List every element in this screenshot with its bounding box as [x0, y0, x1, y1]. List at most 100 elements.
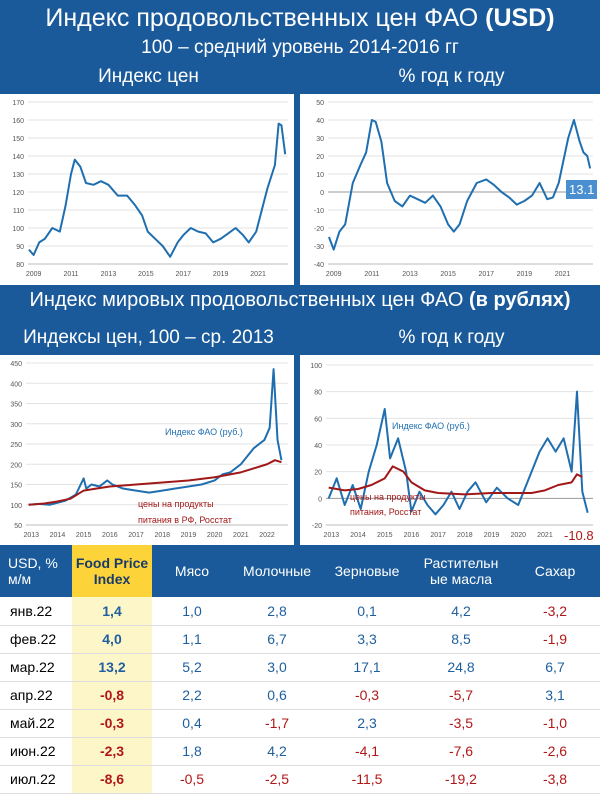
chart-annotation: питания, Росстат	[350, 507, 421, 517]
value-cell: -3,8	[510, 765, 600, 793]
x-tick-label: 2011	[364, 271, 379, 278]
x-tick-label: 2009	[326, 271, 342, 278]
y-tick-label: 150	[10, 483, 22, 490]
value-cell: -1,9	[510, 625, 600, 653]
x-tick-label: 2011	[63, 271, 78, 278]
y-tick-label: 20	[316, 154, 324, 161]
value-cell: -2,5	[232, 765, 322, 793]
x-tick-label: 2017	[175, 271, 191, 278]
x-tick-label: 2021	[250, 271, 266, 278]
x-tick-label: 2018	[154, 532, 170, 539]
value-cell: 2,8	[232, 597, 322, 625]
value-cell: -8,6	[72, 765, 152, 793]
y-tick-label: -10	[314, 208, 324, 215]
section2-title: Индекс мировых продовольственных цен ФАО…	[0, 289, 600, 312]
y-tick-label: 110	[13, 208, 24, 215]
y-tick-label: 50	[316, 100, 324, 107]
x-tick-label: 2013	[324, 532, 340, 539]
panel2-title: % год к году	[303, 66, 600, 88]
x-tick-label: 2016	[102, 532, 118, 539]
value-cell: -0,8	[72, 681, 152, 709]
value-cell: 8,5	[412, 625, 510, 653]
x-tick-label: 2019	[213, 271, 229, 278]
month-cell: фев.22	[0, 625, 72, 653]
y-tick-label: 300	[10, 422, 22, 429]
main-title: Индекс продовольственных цен ФАО (USD)	[0, 4, 600, 33]
value-cell: -3,2	[510, 597, 600, 625]
table-header-cell: Мясо	[152, 545, 232, 597]
value-cell: 4,2	[412, 597, 510, 625]
month-cell: май.22	[0, 709, 72, 737]
month-cell: янв.22	[0, 597, 72, 625]
y-tick-label: 140	[12, 154, 24, 161]
value-cell: 5,2	[152, 653, 232, 681]
value-cell: 2,2	[152, 681, 232, 709]
y-tick-label: 0	[318, 496, 322, 503]
y-tick-label: 80	[314, 390, 322, 397]
x-tick-label: 2019	[484, 532, 500, 539]
value-cell: -1,0	[510, 709, 600, 737]
x-tick-label: 2013	[23, 532, 39, 539]
value-cell: 3,1	[510, 681, 600, 709]
value-cell: 4,2	[232, 737, 322, 765]
value-cell: 13,2	[72, 653, 152, 681]
series-line-0	[29, 124, 285, 257]
x-tick-label: 2018	[457, 532, 473, 539]
y-tick-label: -20	[312, 523, 322, 530]
chart-annotation: Индекс ФАО (руб.)	[165, 427, 243, 437]
month-cell: апр.22	[0, 681, 72, 709]
x-tick-label: 2015	[138, 271, 154, 278]
chart-annotation: Индекс ФАО (руб.)	[392, 421, 470, 431]
value-cell: 1,1	[152, 625, 232, 653]
value-cell: -4,1	[322, 737, 412, 765]
value-cell: 24,8	[412, 653, 510, 681]
x-tick-label: 2021	[537, 532, 553, 539]
x-tick-label: 2014	[50, 532, 66, 539]
x-tick-label: 2017	[478, 271, 494, 278]
month-cell: июл.22	[0, 765, 72, 793]
value-cell: -2,3	[72, 737, 152, 765]
x-tick-label: 2017	[128, 532, 144, 539]
x-tick-label: 2020	[510, 532, 526, 539]
value-cell: -5,7	[412, 681, 510, 709]
y-tick-label: -30	[314, 244, 324, 251]
value-cell: -7,6	[412, 737, 510, 765]
y-tick-label: 120	[12, 190, 24, 197]
x-tick-label: 2017	[430, 532, 446, 539]
x-tick-label: 2022	[259, 532, 275, 539]
panel3-title: Индексы цен, 100 – ср. 2013	[0, 327, 297, 349]
value-cell: 17,1	[322, 653, 412, 681]
x-tick-label: 2020	[207, 532, 223, 539]
value-cell: -19,2	[412, 765, 510, 793]
table-header-cell: Молочные	[232, 545, 322, 597]
y-tick-label: 100	[10, 503, 22, 510]
x-tick-label: 2013	[101, 271, 117, 278]
x-tick-label: 2021	[233, 532, 249, 539]
value-cell: 1,8	[152, 737, 232, 765]
value-cell: 3,3	[322, 625, 412, 653]
y-tick-label: 130	[12, 172, 24, 179]
y-tick-label: -20	[314, 226, 324, 233]
value-cell: 3,0	[232, 653, 322, 681]
value-cell: 1,4	[72, 597, 152, 625]
chart-annotation: питания в РФ, Росстат	[138, 515, 232, 525]
y-tick-label: 350	[10, 402, 22, 409]
value-cell: 1,0	[152, 597, 232, 625]
value-cell: 6,7	[232, 625, 322, 653]
series-line-0	[329, 120, 590, 250]
value-cell: 0,4	[152, 709, 232, 737]
value-cell: -1,7	[232, 709, 322, 737]
last-value-badge-usd: 13.1	[566, 180, 597, 199]
